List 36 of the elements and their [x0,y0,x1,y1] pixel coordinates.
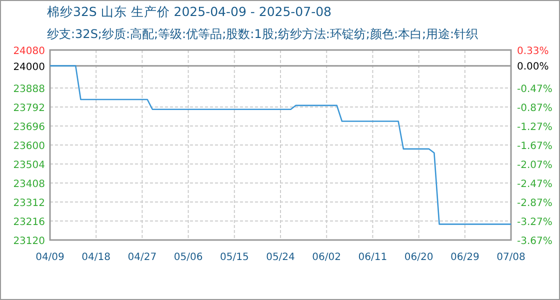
y-tick-label: 23504 [13,160,45,171]
x-tick-label: 06/11 [358,252,388,263]
y2-tick-label: -0.47% [517,84,552,95]
y2-tick-label: -2.07% [517,160,552,171]
x-tick-label: 06/02 [312,252,342,263]
y2-tick-label: -1.27% [517,122,552,133]
y-tick-label: 23120 [13,236,45,247]
x-tick-label: 07/08 [496,252,526,263]
y2-tick-label: -2.47% [517,179,552,190]
y2-tick-label: -1.67% [517,141,552,152]
y-tick-label: 23216 [13,217,45,228]
y2-tick-label: 0.33% [517,46,549,57]
y2-tick-label: -3.67% [517,236,552,247]
line-series [49,65,512,225]
y-tick-label: 23312 [13,198,45,209]
x-tick-label: 04/18 [82,252,111,263]
y-tick-label: 23408 [13,179,45,190]
y-tick-label: 23600 [13,141,45,152]
x-tick-label: 04/09 [36,252,64,263]
y2-tick-label: 0.00% [517,62,549,73]
y-tick-label: 24000 [13,62,45,73]
y2-tick-label: -3.27% [517,217,552,228]
x-tick-label: 05/15 [220,252,249,263]
y-tick-label: 24080 [13,46,45,57]
x-tick-label: 04/27 [128,252,157,263]
x-tick-label: 05/06 [174,252,203,263]
chart-subtitle: 纱支:32S;纱质:高配;等级:优等品;股数:1股;纺纱方法:环锭纺;颜色:本白;用途:针织 [47,27,478,41]
chart-title: 棉纱32S 山东 生产价 2025-04-09 - 2025-07-08 [47,4,332,19]
x-tick-label: 06/20 [404,252,434,263]
y-tick-label: 23888 [13,84,45,95]
x-tick-label: 06/29 [450,252,480,263]
y2-tick-label: -0.87% [517,103,552,114]
y2-tick-label: -2.87% [517,198,552,209]
y-tick-label: 23792 [13,103,45,114]
y-tick-label: 23696 [13,122,45,133]
x-tick-label: 05/24 [266,252,295,263]
